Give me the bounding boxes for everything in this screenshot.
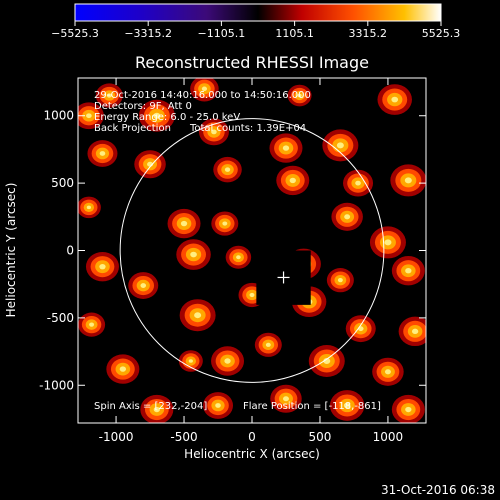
heat-blob (322, 129, 359, 162)
colorbar-ticks: −5525.3 −3315.2 −1105.1 1105.1 3315.2 5525.3 (51, 21, 460, 40)
heat-blob (128, 272, 159, 299)
x-axis-label: Heliocentric X (arcsec) (184, 447, 320, 461)
heat-blob (211, 211, 239, 236)
x-tick-label: 1000 (373, 430, 404, 444)
colorbar-tick-label: −5525.3 (51, 27, 99, 40)
y-tick-label: 0 (66, 244, 74, 258)
heat-blob (87, 140, 118, 167)
x-tick-label: 0 (248, 430, 256, 444)
x-tick-label: -500 (170, 430, 197, 444)
heat-blob (343, 169, 374, 197)
y-tick-label: -1000 (39, 378, 74, 392)
info-line-2: Detectors: 9F, Att 0 (94, 101, 192, 112)
y-tick-label: -500 (47, 311, 74, 325)
heat-blob (308, 345, 345, 378)
colorbar (74, 3, 442, 22)
heat-blob (213, 156, 242, 183)
heat-blob (78, 312, 106, 337)
heat-blob (190, 78, 219, 102)
x-axis-ticks: -1000 -500 0 500 1000 (99, 78, 404, 444)
info-line-1: 29-Oct-2016 14:40:16.000 to 14:50:16.000 (94, 90, 311, 101)
x-tick-label: 500 (309, 430, 332, 444)
heat-blob (391, 394, 425, 423)
solar-limb-circle (119, 118, 385, 383)
y-axis-ticks: -1000 -500 0 500 1000 (39, 109, 426, 392)
flare-position-label: Flare Position = [-118,-861] (243, 401, 381, 412)
heat-blob (179, 299, 216, 332)
spin-axis-label: Spin Axis = [232,-204] (94, 401, 207, 412)
heat-blob (398, 316, 426, 347)
heat-blob (134, 150, 166, 179)
chart-title: Reconstructed RHESSI Image (135, 53, 369, 72)
y-tick-label: 1000 (43, 109, 74, 123)
heat-blob (176, 239, 211, 270)
heat-blob (140, 394, 174, 423)
heat-blob (390, 164, 426, 197)
footer-timestamp: 31-Oct-2016 06:38 (381, 483, 495, 497)
heat-blob (372, 357, 404, 386)
heat-blob (167, 208, 201, 239)
heat-blob (329, 390, 365, 421)
y-tick-label: 500 (51, 176, 74, 190)
heat-blob (225, 245, 252, 269)
heat-blob (269, 133, 303, 163)
colorbar-tick-label: 5525.3 (422, 27, 461, 40)
heat-blob (326, 268, 354, 293)
info-line-4: Back Projection Total counts: 1.39E+04 (94, 123, 306, 134)
colorbar-tick-label: 1105.1 (275, 27, 314, 40)
heat-blob (106, 354, 140, 384)
colorbar-tick-label: −3315.2 (124, 27, 172, 40)
heat-blob (78, 102, 104, 130)
info-line-3: Energy Range: 6.0 - 25.0 keV (94, 112, 240, 123)
crosshair-icon (277, 271, 290, 284)
y-axis-label: Heliocentric Y (arcsec) (4, 183, 18, 318)
heat-blob (369, 226, 406, 259)
heat-blob (178, 350, 203, 372)
heat-blob (78, 196, 101, 219)
heat-blob (391, 256, 425, 286)
heat-blob (377, 84, 412, 115)
heat-blob (270, 384, 302, 413)
x-tick-label: -1000 (99, 430, 134, 444)
heat-blob (287, 84, 312, 107)
colorbar-tick-label: −1105.1 (198, 27, 246, 40)
heat-blob (85, 251, 119, 282)
colorbar-tick-label: 3315.2 (349, 27, 388, 40)
heat-blob (138, 99, 175, 132)
heat-blob (95, 83, 123, 108)
heat-blob (276, 165, 310, 196)
heat-blob (203, 392, 234, 419)
heat-blob (211, 346, 245, 376)
heat-blob (331, 202, 363, 231)
heat-blob (254, 332, 282, 357)
heat-blob (198, 118, 229, 146)
